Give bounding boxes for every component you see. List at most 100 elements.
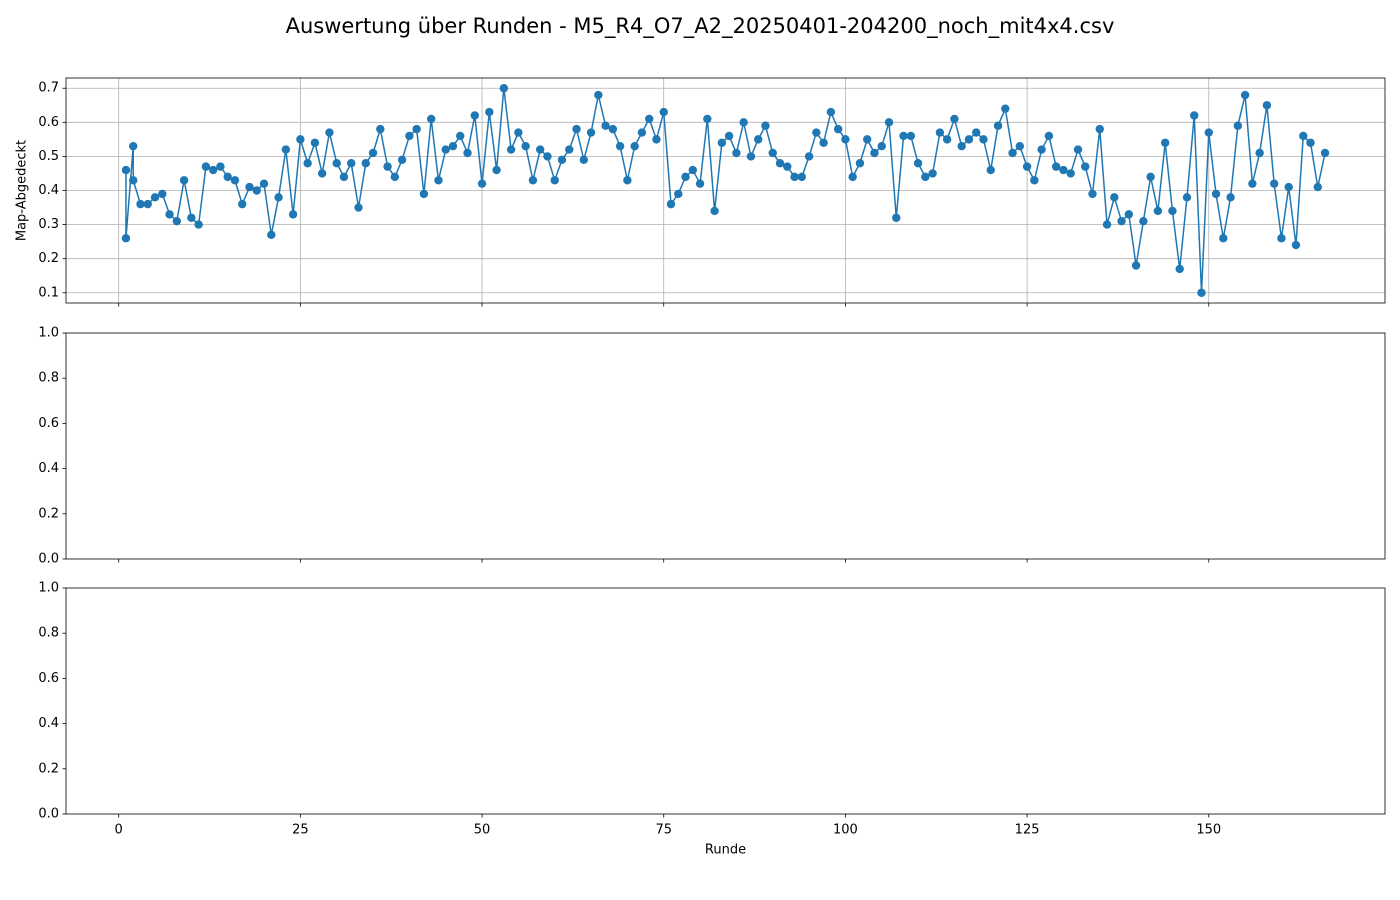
data-point	[1139, 216, 1148, 226]
data-point	[303, 159, 312, 168]
y-tick-label: 0.4	[38, 461, 59, 476]
data-point	[376, 124, 385, 134]
y-tick-label: 0.1	[38, 285, 59, 300]
data-point	[1291, 240, 1301, 250]
data-point	[724, 131, 734, 141]
data-point	[347, 159, 356, 168]
data-point	[150, 193, 160, 202]
data-point	[129, 176, 138, 185]
x-tick-label: 150	[1196, 823, 1221, 838]
y-tick-label: 0.5	[38, 149, 59, 164]
axes-frame	[65, 332, 1386, 560]
data-point	[1255, 148, 1264, 158]
data-point	[783, 162, 792, 171]
data-point	[666, 199, 676, 209]
data-point	[717, 138, 727, 147]
data-point	[746, 152, 756, 161]
data-point	[623, 176, 632, 185]
data-point	[1088, 189, 1097, 199]
data-point	[1219, 234, 1228, 243]
data-point	[1073, 145, 1083, 154]
data-point	[892, 213, 901, 222]
data-point	[201, 162, 211, 171]
data-point	[979, 135, 988, 144]
data-point	[993, 121, 1003, 130]
data-point	[485, 107, 494, 117]
data-point	[790, 172, 799, 182]
data-point	[296, 135, 305, 144]
data-point	[390, 172, 400, 182]
data-point	[732, 148, 741, 158]
data-point	[644, 114, 654, 124]
data-point	[826, 107, 836, 117]
data-point	[317, 169, 327, 178]
data-point	[1175, 264, 1184, 274]
data-point	[594, 90, 603, 100]
data-point	[1168, 206, 1177, 216]
data-point	[1117, 216, 1126, 226]
data-point	[921, 172, 930, 182]
data-point	[426, 114, 436, 124]
data-point	[412, 124, 421, 134]
data-point	[674, 189, 683, 199]
data-point	[1044, 131, 1054, 141]
data-point	[121, 234, 131, 243]
data-point	[1051, 162, 1061, 171]
data-point	[535, 145, 545, 154]
data-point	[1313, 182, 1322, 192]
data-point	[833, 124, 843, 134]
figure-title: Auswertung über Runden - M5_R4_O7_A2_202…	[286, 14, 1115, 39]
data-point	[1102, 220, 1112, 229]
y-tick-label: 0.2	[38, 506, 59, 521]
data-point	[804, 152, 814, 161]
data-point	[223, 172, 232, 182]
data-point	[441, 145, 450, 154]
data-point	[1269, 179, 1279, 188]
data-point	[1226, 193, 1235, 202]
data-point	[550, 176, 559, 185]
data-point	[797, 172, 807, 182]
data-point	[775, 159, 785, 168]
data-point	[216, 162, 225, 171]
data-point	[368, 148, 378, 158]
data-point	[492, 165, 501, 175]
data-point	[521, 141, 530, 151]
data-point	[652, 135, 661, 144]
data-point	[274, 193, 283, 202]
data-point	[1233, 121, 1243, 130]
data-point	[477, 179, 487, 188]
data-point	[761, 121, 770, 130]
data-point	[339, 172, 349, 182]
data-point	[812, 128, 821, 137]
data-point	[528, 176, 538, 185]
data-point	[681, 172, 690, 182]
data-point	[1110, 193, 1119, 202]
data-point	[957, 141, 966, 151]
x-tick-label: 25	[292, 823, 309, 838]
data-point	[259, 179, 269, 188]
y-tick-label: 0.4	[38, 183, 59, 198]
data-point	[586, 128, 596, 137]
data-point	[688, 165, 697, 175]
data-point	[579, 155, 588, 165]
data-point	[238, 199, 247, 209]
data-point	[143, 199, 152, 209]
data-point	[841, 135, 850, 144]
data-point	[136, 199, 145, 209]
data-point	[463, 148, 472, 158]
x-tick-label: 50	[474, 823, 491, 838]
data-point	[158, 189, 167, 199]
data-point	[884, 118, 894, 127]
data-point	[1277, 234, 1286, 243]
data-point	[1262, 101, 1272, 110]
data-point	[928, 169, 937, 178]
data-point	[1284, 182, 1293, 192]
data-point	[179, 176, 189, 185]
data-point	[434, 176, 443, 185]
data-point	[768, 148, 777, 158]
data-point	[543, 152, 552, 161]
data-point	[172, 216, 182, 226]
data-point	[230, 176, 240, 185]
data-point	[972, 128, 981, 137]
data-point	[1008, 148, 1017, 158]
